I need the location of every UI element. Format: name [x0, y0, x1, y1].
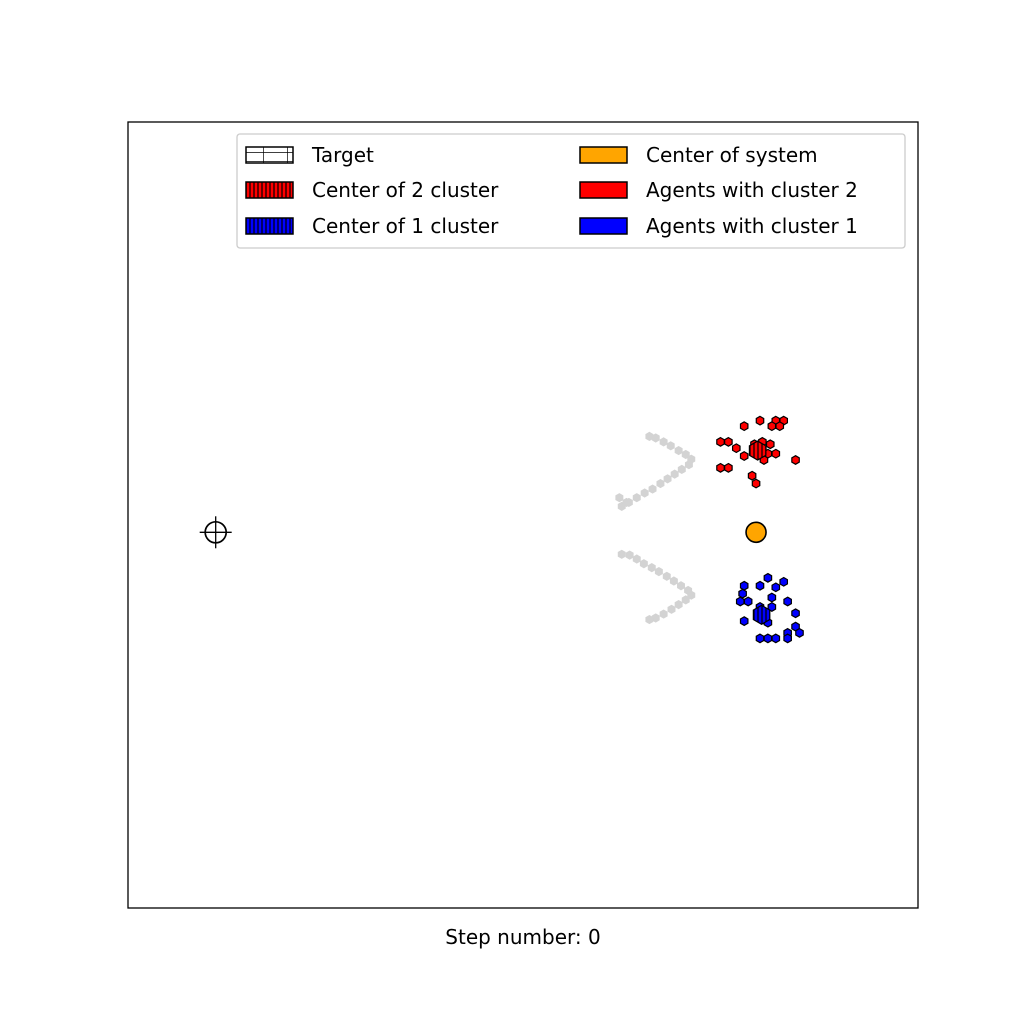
legend-entry-cluster1-center: Center of 1 cluster	[245, 214, 499, 238]
trail-point	[662, 571, 671, 581]
cluster-2-agent-point	[731, 443, 741, 454]
cluster-1-agent-point	[767, 601, 777, 612]
trail-point	[659, 609, 668, 619]
trail-point	[654, 566, 663, 577]
trail-point	[651, 613, 660, 623]
target-marker	[199, 516, 232, 549]
legend-swatch-cluster1-center	[245, 217, 294, 235]
trail-point	[622, 497, 631, 508]
trail-point	[632, 554, 641, 564]
trail-point	[651, 433, 660, 443]
trail-point	[674, 445, 683, 456]
cluster-1-agent-point	[743, 596, 753, 607]
cluster-1-agent-point	[755, 580, 765, 591]
legend-entry-cluster2-agents: Agents with cluster 2	[579, 178, 858, 202]
cluster-2-agent-point	[755, 415, 765, 426]
trail-point	[632, 493, 641, 503]
cluster-1-agent-point	[795, 627, 804, 638]
cluster-2-agent-point	[739, 451, 749, 462]
cluster-1-agent-point	[755, 633, 765, 644]
trail-point	[681, 595, 690, 605]
cluster-1-agent-point	[739, 616, 749, 627]
trail-point	[670, 469, 679, 479]
legend: Target Center of 2 cluster Center of 1 clu…	[236, 133, 906, 249]
cluster-2-agent-point	[724, 462, 733, 473]
trail-layer	[615, 431, 696, 625]
trail-point	[663, 474, 672, 484]
cluster-2-agent-point	[767, 421, 777, 432]
legend-label-cluster1-center: Center of 1 cluster	[312, 214, 499, 238]
cluster-2-center	[748, 440, 767, 461]
axes-frame	[127, 121, 919, 909]
cluster-2-agent-point	[716, 462, 725, 473]
legend-swatch-cluster1-agents	[579, 217, 628, 235]
legend-swatch-cluster2-agents	[579, 181, 628, 199]
x-axis-label: Step number: 0	[445, 925, 600, 949]
legend-entry-cluster2-center: Center of 2 cluster	[245, 178, 499, 202]
system-center-point	[745, 521, 767, 544]
legend-entry-cluster1-agents: Agents with cluster 1	[579, 214, 858, 238]
cluster-1-agent-point	[791, 608, 800, 619]
trail-point	[645, 431, 654, 441]
legend-swatch-target	[245, 146, 294, 164]
cluster-2-agent-point	[791, 454, 800, 465]
trail-point	[677, 464, 686, 475]
cluster-2-agent-point	[739, 421, 749, 432]
centers-layer	[199, 440, 771, 626]
cluster-1-agent-point	[763, 633, 773, 644]
trail-point	[667, 604, 676, 614]
legend-swatch-cluster2-center	[245, 181, 294, 199]
legend-entry-system-center: Center of system	[579, 143, 818, 167]
cluster-1-agent-point	[763, 572, 773, 583]
legend-entry-target: Target	[245, 143, 374, 167]
cluster-1-agent-point	[783, 633, 792, 644]
cluster-2-agent-point	[724, 436, 733, 447]
trail-point	[615, 493, 624, 503]
cluster-2-agent-point	[751, 478, 761, 489]
legend-label-system-center: Center of system	[646, 143, 818, 167]
trail-point	[674, 600, 683, 610]
cluster-2-agent-point	[771, 448, 781, 459]
legend-label-cluster2-center: Center of 2 cluster	[312, 178, 499, 202]
trail-point	[640, 488, 649, 498]
trail-point	[677, 581, 685, 591]
cluster-1-agent-point	[783, 596, 792, 607]
trail-point	[648, 484, 657, 494]
trail-point	[617, 549, 626, 559]
cluster-1-agent-point	[771, 582, 781, 593]
legend-label-cluster1-agents: Agents with cluster 1	[646, 214, 858, 238]
cluster-2-agent-point	[775, 421, 785, 432]
trail-point	[684, 460, 693, 470]
legend-swatch-system-center	[579, 146, 628, 164]
trail-point	[639, 559, 648, 569]
cluster-2-agent-point	[747, 470, 757, 481]
cluster-1-agent-point	[771, 633, 781, 644]
cluster-1-agent-point	[735, 596, 745, 607]
trail-point	[645, 614, 654, 625]
trail-point	[656, 478, 665, 489]
legend-label-target: Target	[311, 143, 374, 167]
trail-point	[659, 437, 668, 447]
cluster-1-center	[752, 604, 771, 626]
trail-point	[666, 441, 675, 451]
cluster-2-agent-point	[765, 439, 775, 450]
legend-label-cluster2-agents: Agents with cluster 2	[646, 178, 858, 202]
legend-box	[236, 133, 906, 249]
trail-point	[625, 550, 634, 560]
cluster-1-agent-point	[767, 592, 777, 603]
cluster-2-agent-point	[716, 436, 725, 447]
trail-point	[669, 576, 678, 586]
cluster-1-agent-point	[779, 576, 789, 587]
trail-point	[647, 563, 656, 573]
cluster-1-agent-point	[739, 580, 749, 591]
